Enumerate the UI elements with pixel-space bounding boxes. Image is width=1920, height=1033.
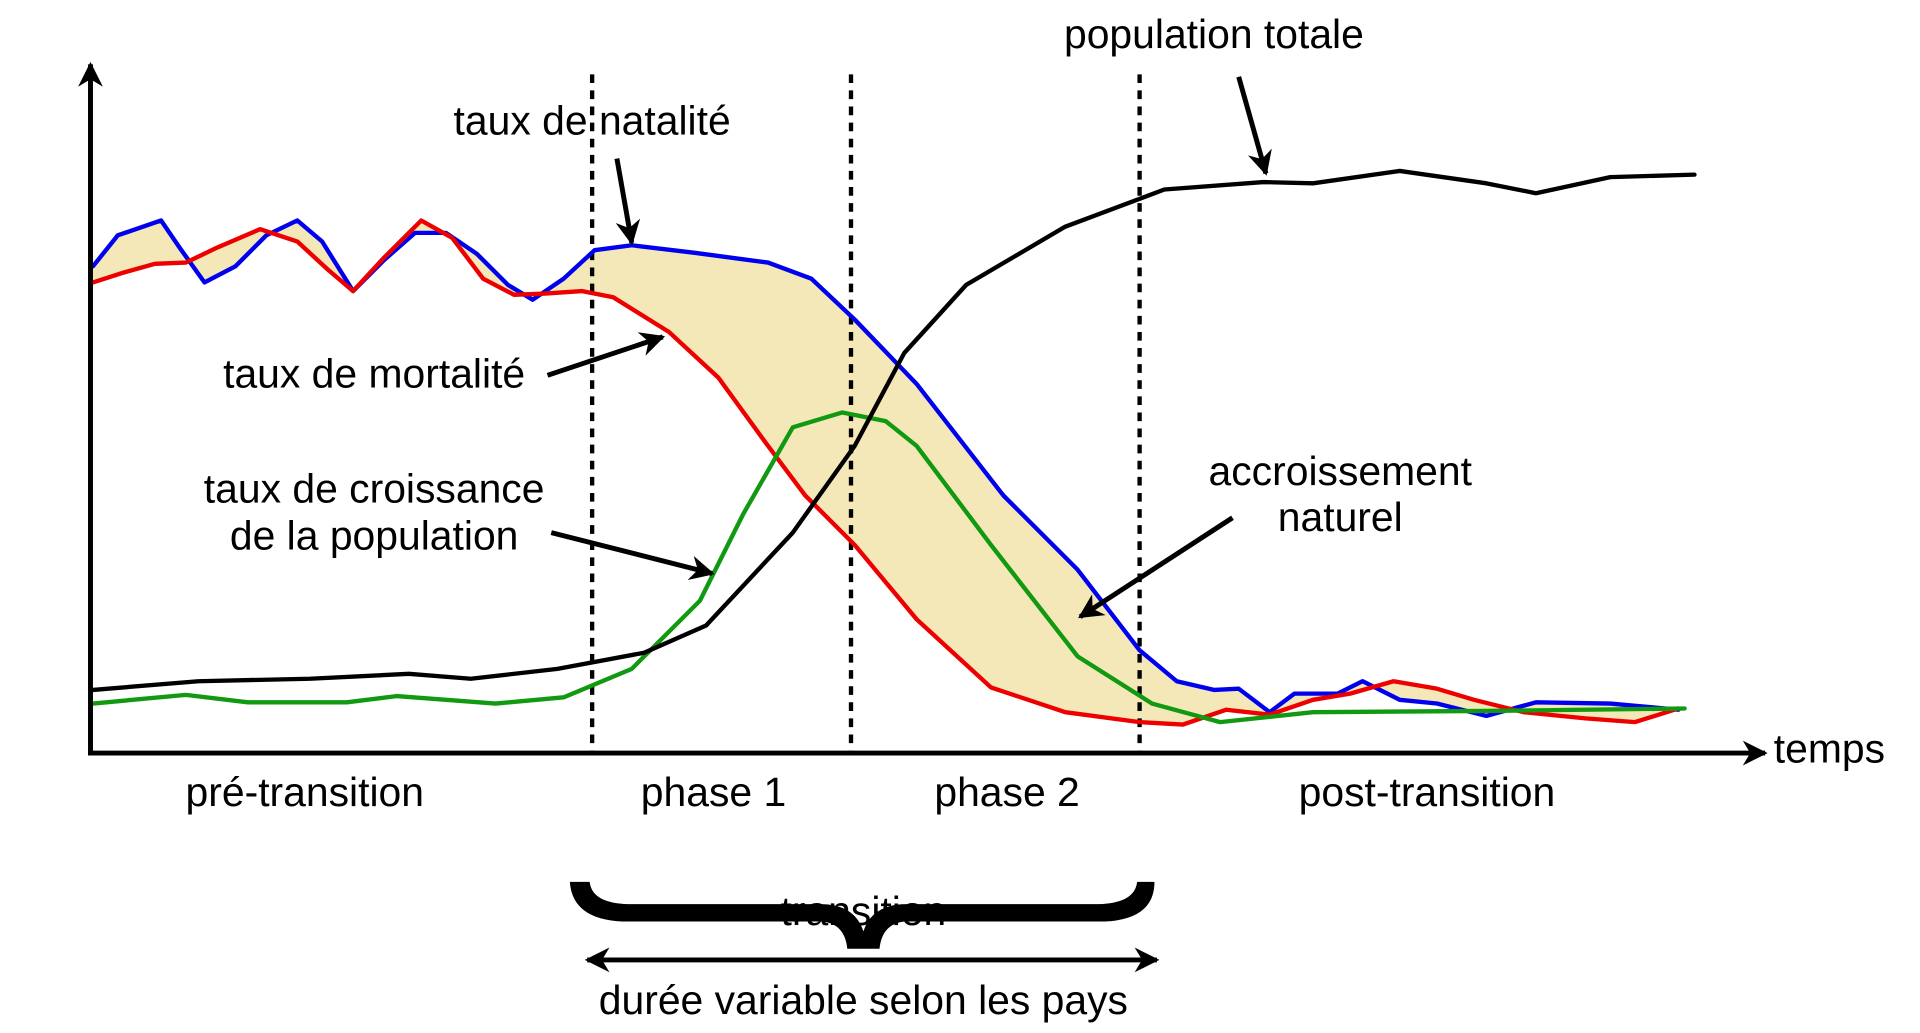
natural-increase-label: naturel [1278, 494, 1403, 540]
arrow [1236, 76, 1272, 176]
annotation-arrows [546, 76, 1272, 973]
phase-label: phase 1 [641, 769, 786, 815]
growth-rate-curve [90, 410, 1687, 725]
growth-rate-label: taux de croissance [204, 466, 545, 512]
birth-rate-label: taux de natalité [454, 98, 731, 144]
arrow [550, 530, 715, 580]
duration-label: durée variable selon les pays [599, 977, 1128, 1023]
death-rate-curve [90, 218, 1681, 727]
growth-rate-label: de la population [230, 513, 519, 559]
arrow [546, 332, 666, 378]
transition-label: transition [780, 888, 946, 934]
phase-label: post-transition [1299, 769, 1556, 815]
natural-increase-label: accroissement [1209, 448, 1473, 494]
x-axis-label: temps [1774, 726, 1885, 772]
phase-label: phase 2 [934, 769, 1079, 815]
death-rate-label: taux de mortalité [223, 350, 525, 396]
birth-rate-curve [90, 218, 1681, 719]
total-population-curve [90, 168, 1697, 693]
arrow [614, 158, 641, 246]
phase-label: pré-transition [186, 769, 424, 815]
natural-increase-area [92, 220, 1679, 725]
total-population-label: population totale [1064, 11, 1364, 57]
arrow [1078, 515, 1234, 619]
transition-brace [569, 881, 1155, 949]
